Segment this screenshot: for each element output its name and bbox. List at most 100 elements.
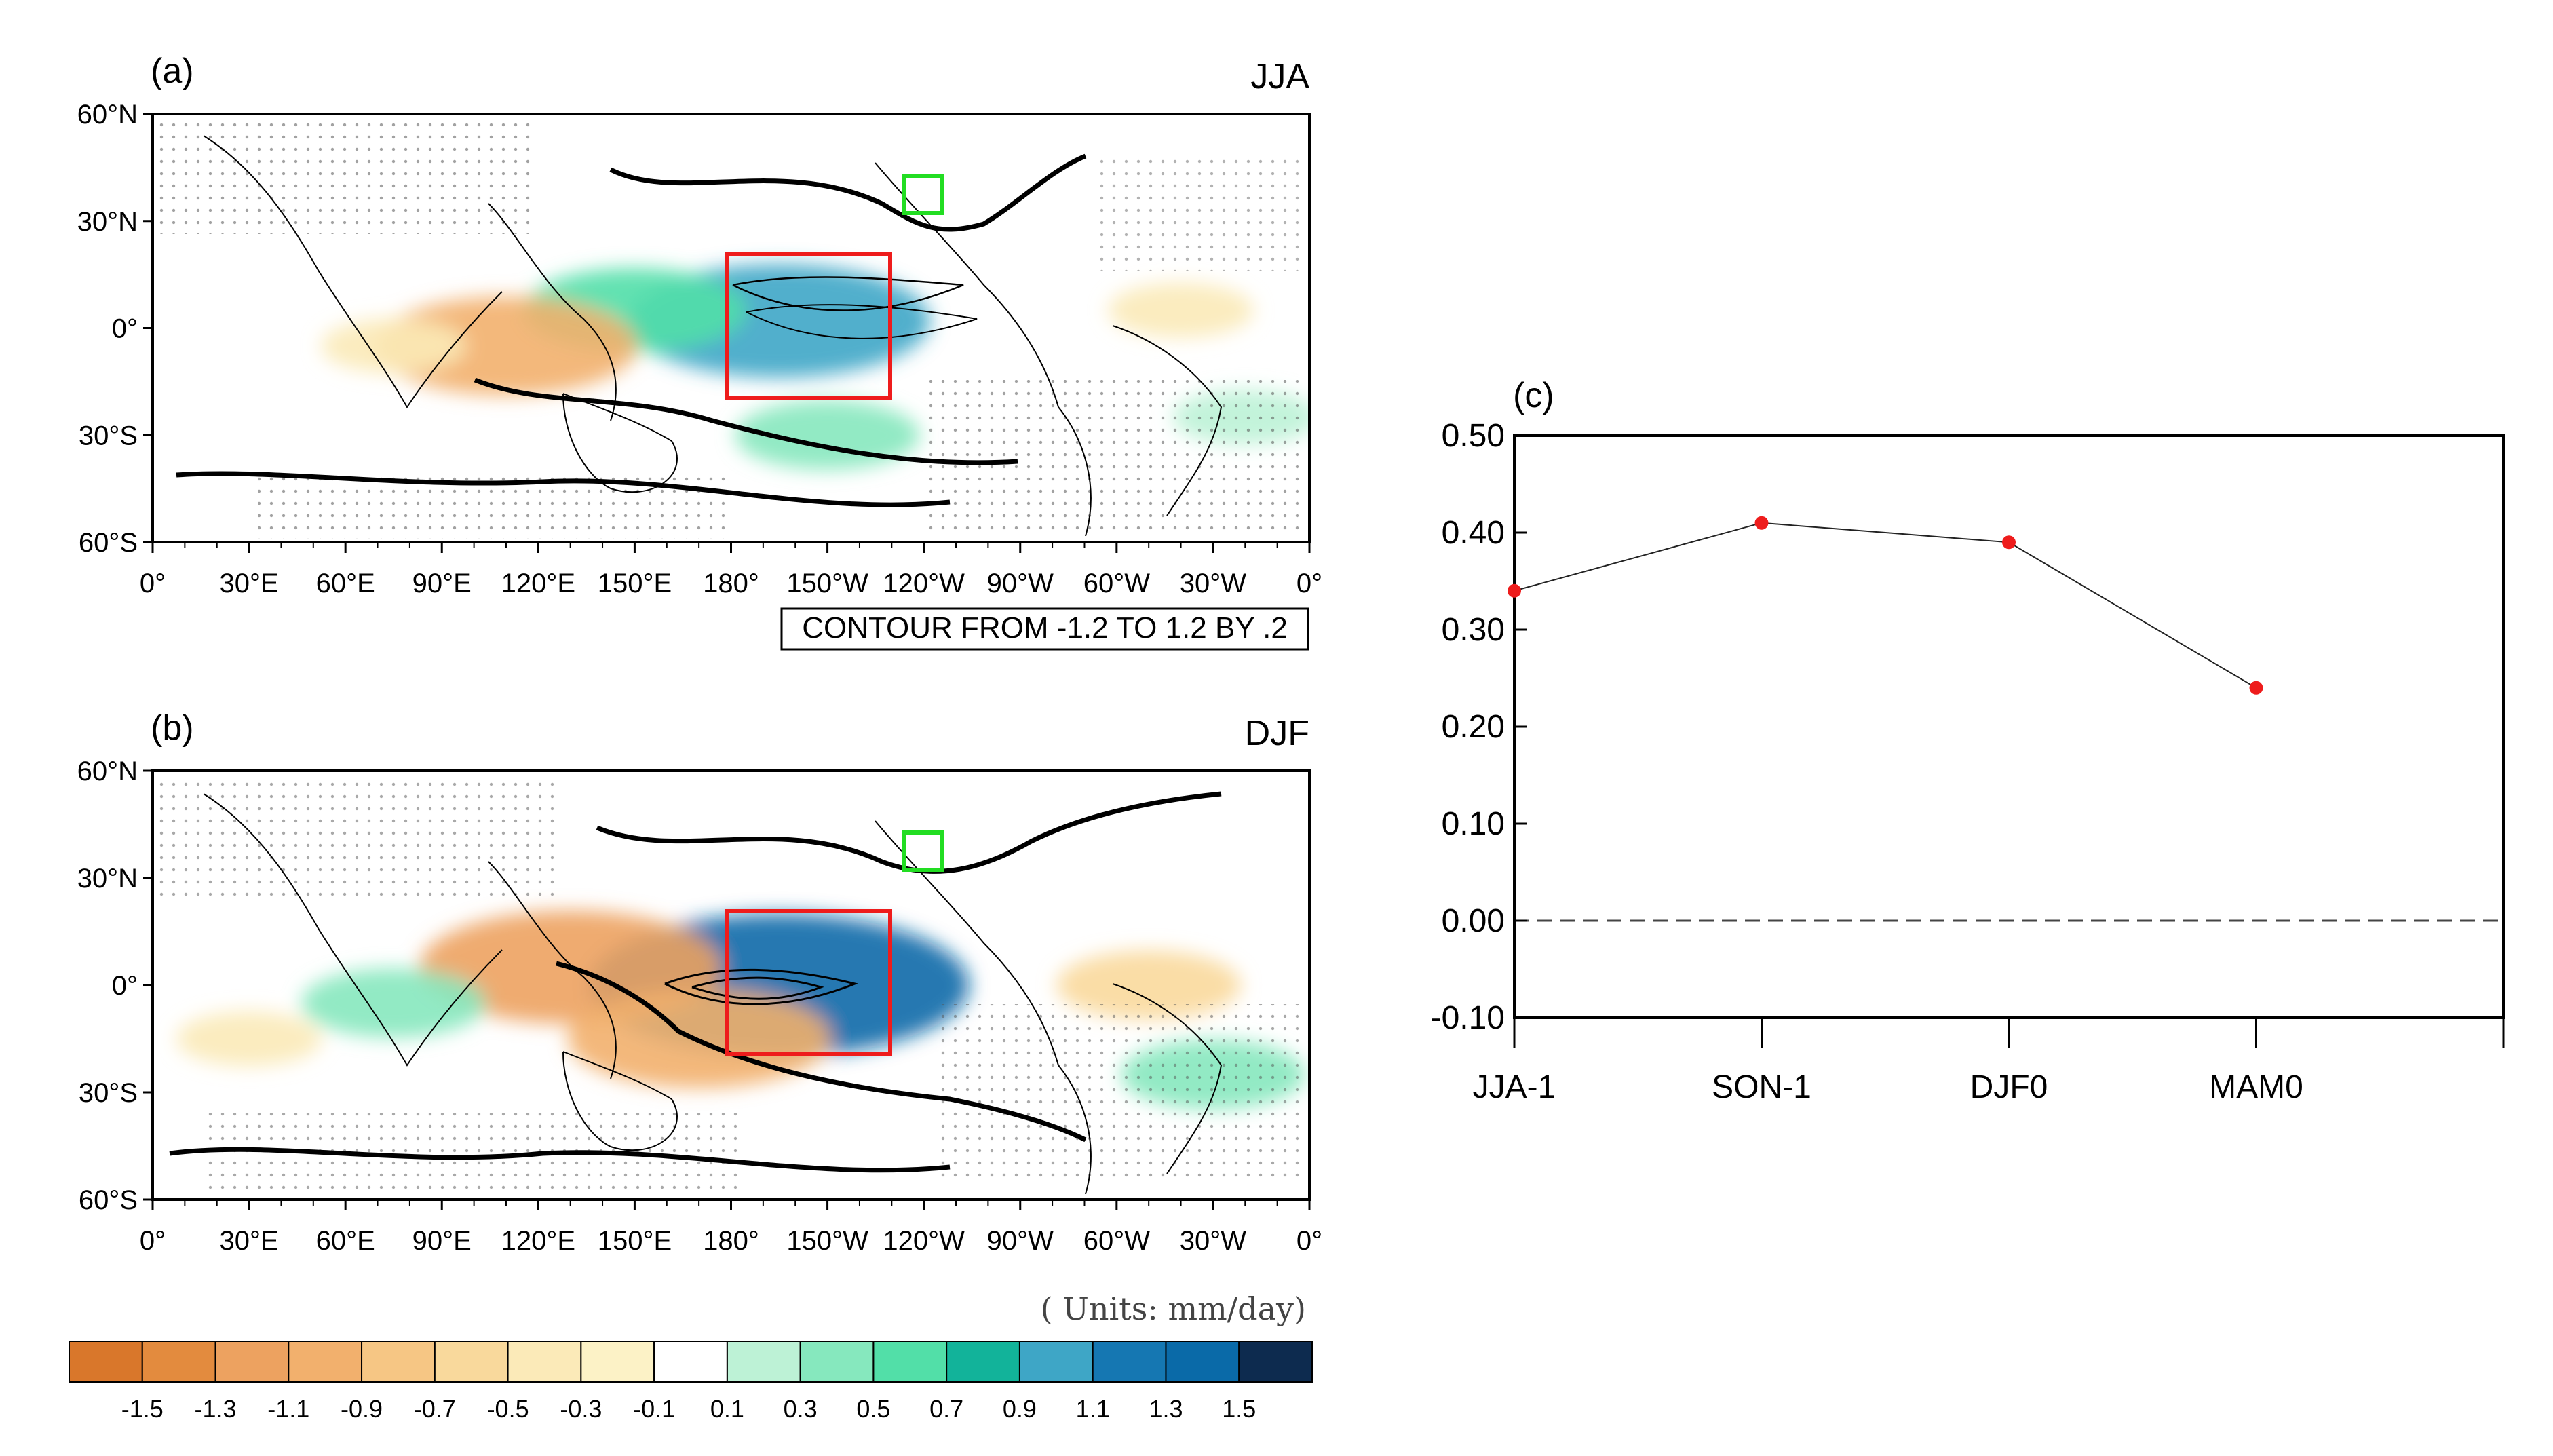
y-tick-label: 0.40 <box>1442 515 1505 551</box>
lon-tick-label: 90°W <box>987 1226 1054 1256</box>
colorbar-cell <box>141 1341 216 1383</box>
colorbar-units: ( Units: mm/day) <box>1041 1290 1306 1327</box>
colorbar-tick-label: -0.9 <box>341 1395 383 1423</box>
panel-b-coastlines <box>203 793 1223 1195</box>
lat-tick-label: 0° <box>112 971 138 1001</box>
lat-tick-label: 30°N <box>77 207 138 237</box>
data-point-SON-1 <box>1754 516 1769 530</box>
colorbar-cell <box>726 1341 801 1383</box>
panel-b-season: DJF <box>1245 714 1309 753</box>
lon-tick-label: 90°E <box>412 1226 472 1256</box>
lon-tick-label: 150°E <box>598 1226 672 1256</box>
panel-a-california-box <box>902 174 944 215</box>
colorbar-tick-label: 0.7 <box>929 1395 963 1423</box>
colorbar-cell <box>361 1341 436 1383</box>
anomaly-indian-dry <box>321 318 467 373</box>
panel-a-coastlines <box>203 135 1223 537</box>
colorbar-tick-label: -1.5 <box>121 1395 164 1423</box>
colorbar-cell <box>799 1341 875 1383</box>
anomaly-brazil-dry <box>1056 951 1242 1020</box>
colorbar-cell <box>434 1341 509 1383</box>
colorbar: ( Units: mm/day) -1.5 -1.3 -1.1 -0.9 -0.7 -0.… <box>69 1290 1313 1423</box>
panel-c-line-chart: (c) -0.10 0.00 0.10 0.20 0.30 0.40 0.50 JJA-1 SO… <box>1431 376 2505 1105</box>
lon-tick-label: 60°E <box>316 569 375 598</box>
colorbar-cell <box>1092 1341 1167 1383</box>
y-tick-label: 0.10 <box>1442 806 1505 842</box>
panel-b-map: (b) DJF <box>77 708 1323 1256</box>
colorbar-tick-label: 0.1 <box>710 1395 744 1423</box>
lon-tick-label: 150°E <box>598 569 672 598</box>
lon-tick-label: 30°W <box>1180 1226 1246 1256</box>
x-tick-label: MAM0 <box>2209 1069 2303 1105</box>
panel-a-nino-box <box>725 252 892 400</box>
colorbar-tick-label: 0.5 <box>856 1395 890 1423</box>
data-point-MAM0 <box>2249 681 2263 695</box>
panel-a-season: JJA <box>1250 57 1309 96</box>
lat-tick-label: 60°N <box>77 100 138 130</box>
panel-c-frame <box>1513 434 2505 1019</box>
y-tick-label: 0.20 <box>1442 709 1505 745</box>
colorbar-tick-label: -0.7 <box>414 1395 456 1423</box>
lon-tick-label: 150°W <box>786 1226 868 1256</box>
lon-tick-label: 0° <box>140 569 166 598</box>
y-tick-label: 0.50 <box>1442 418 1505 454</box>
anomaly-atlantic-dry <box>1108 283 1254 338</box>
colorbar-tick-label: -0.5 <box>487 1395 529 1423</box>
panel-b-california-box <box>902 830 944 872</box>
lon-tick-label: 30°W <box>1180 569 1246 598</box>
panel-b-nino-box <box>725 909 892 1056</box>
panel-a-map: (a) JJA <box>77 52 1322 651</box>
lon-tick-label: 30°E <box>219 1226 278 1256</box>
colorbar-cell <box>580 1341 655 1383</box>
anomaly-south-pacific-wet <box>735 400 920 470</box>
colorbar-cell <box>872 1341 948 1383</box>
lon-tick-label: 0° <box>140 1226 166 1256</box>
colorbar-cell <box>1018 1341 1094 1383</box>
colorbar-tick-label: 0.3 <box>784 1395 818 1423</box>
lat-tick-label: 0° <box>112 314 138 344</box>
lon-tick-label: 0° <box>1297 1226 1322 1256</box>
y-tick-label: -0.10 <box>1431 1000 1505 1036</box>
data-point-JJA-1 <box>1508 583 1521 598</box>
lon-tick-label: 90°E <box>412 569 472 598</box>
lon-tick-label: 180° <box>703 569 759 598</box>
colorbar-cell <box>288 1341 363 1383</box>
lat-tick-label: 30°S <box>79 1078 138 1108</box>
data-point-DJF0 <box>2002 535 2016 550</box>
panel-b-stipple <box>153 780 1303 1194</box>
lon-tick-label: 180° <box>703 1226 759 1256</box>
colorbar-cell <box>1238 1341 1313 1383</box>
colorbar-cell <box>69 1341 143 1383</box>
colorbar-cell <box>507 1341 582 1383</box>
colorbar-tick-label: 1.5 <box>1222 1395 1256 1423</box>
contour-note-box <box>780 607 1309 651</box>
colorbar-tick-label: 0.9 <box>1003 1395 1037 1423</box>
panel-a-letter: (a) <box>151 52 194 91</box>
lon-tick-label: 120°E <box>501 1226 575 1256</box>
lon-tick-label: 120°W <box>883 569 965 598</box>
lat-tick-label: 60°S <box>79 528 138 558</box>
lon-tick-label: 120°W <box>883 1226 965 1256</box>
x-tick-label: SON-1 <box>1712 1069 1811 1105</box>
lon-tick-label: 60°W <box>1083 569 1150 598</box>
colorbar-cell <box>653 1341 728 1383</box>
lon-tick-label: 0° <box>1297 569 1322 598</box>
panel-b-letter: (b) <box>151 708 194 748</box>
x-tick-label: JJA-1 <box>1473 1069 1556 1105</box>
colorbar-cell <box>946 1341 1020 1383</box>
lon-tick-label: 60°E <box>316 1226 375 1256</box>
lon-tick-label: 30°E <box>219 569 278 598</box>
anomaly-indian-wet <box>301 968 486 1038</box>
colorbar-tick-label: 1.3 <box>1149 1395 1183 1423</box>
panel-a-zero-contour <box>176 153 1087 507</box>
colorbar-cell <box>1165 1341 1240 1383</box>
series-line <box>1514 522 2257 689</box>
lat-tick-label: 60°N <box>77 756 138 786</box>
lat-tick-label: 30°N <box>77 864 138 894</box>
x-tick-label: DJF0 <box>1970 1069 2048 1105</box>
panel-c-letter: (c) <box>1513 376 1554 415</box>
lon-tick-label: 60°W <box>1083 1226 1150 1256</box>
colorbar-tick-label: -0.3 <box>560 1395 602 1423</box>
anomaly-maritime-dry <box>375 296 638 396</box>
